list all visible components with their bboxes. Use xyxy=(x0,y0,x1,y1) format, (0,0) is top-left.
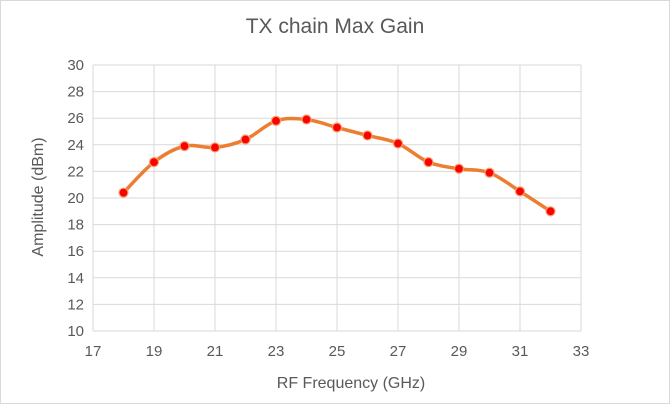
x-axis-title: RF Frequency (GHz) xyxy=(277,375,425,392)
x-tick-label: 19 xyxy=(146,343,163,360)
y-tick-label: 18 xyxy=(67,217,84,234)
data-point xyxy=(209,142,221,153)
data-point xyxy=(545,206,556,217)
x-tick-label: 21 xyxy=(207,343,224,360)
x-tick-label: 33 xyxy=(573,343,590,360)
gridlines xyxy=(92,64,582,332)
data-point xyxy=(392,138,404,149)
data-point xyxy=(118,187,129,198)
y-tick-label: 26 xyxy=(67,110,84,127)
series-group xyxy=(118,114,556,217)
y-tick-label: 20 xyxy=(67,190,84,207)
data-point xyxy=(423,156,434,168)
x-tick-label: 25 xyxy=(329,343,346,360)
y-tick-label: 12 xyxy=(67,296,84,313)
data-point xyxy=(301,114,312,125)
x-tick-label: 31 xyxy=(512,343,529,360)
y-tick-label: 16 xyxy=(67,243,84,260)
y-tick-label: 24 xyxy=(67,137,84,154)
x-tick-label: 23 xyxy=(268,343,285,360)
tick-labels: 10 12 14 16 18 20 22 24 26 28 30 17 19 21 23 25 27 29 31 33 xyxy=(67,57,589,360)
y-tick-label: 14 xyxy=(67,270,84,287)
y-tick-label: 10 xyxy=(67,323,84,340)
data-point xyxy=(148,156,160,168)
x-tick-label: 17 xyxy=(85,343,102,360)
y-tick-label: 22 xyxy=(67,163,84,180)
data-point xyxy=(331,122,343,133)
x-tick-label: 29 xyxy=(451,343,468,360)
y-tick-label: 30 xyxy=(67,57,84,74)
data-point xyxy=(179,141,190,152)
x-tick-label: 27 xyxy=(390,343,407,360)
y-tick-label: 28 xyxy=(67,84,84,101)
data-point xyxy=(240,134,251,145)
chart-title: TX chain Max Gain xyxy=(246,15,425,38)
data-point xyxy=(514,186,526,197)
data-point xyxy=(270,115,282,126)
data-point xyxy=(453,163,465,174)
data-point xyxy=(362,130,373,141)
data-point xyxy=(484,167,495,178)
y-axis-title: Amplitude (dBm) xyxy=(30,137,47,256)
